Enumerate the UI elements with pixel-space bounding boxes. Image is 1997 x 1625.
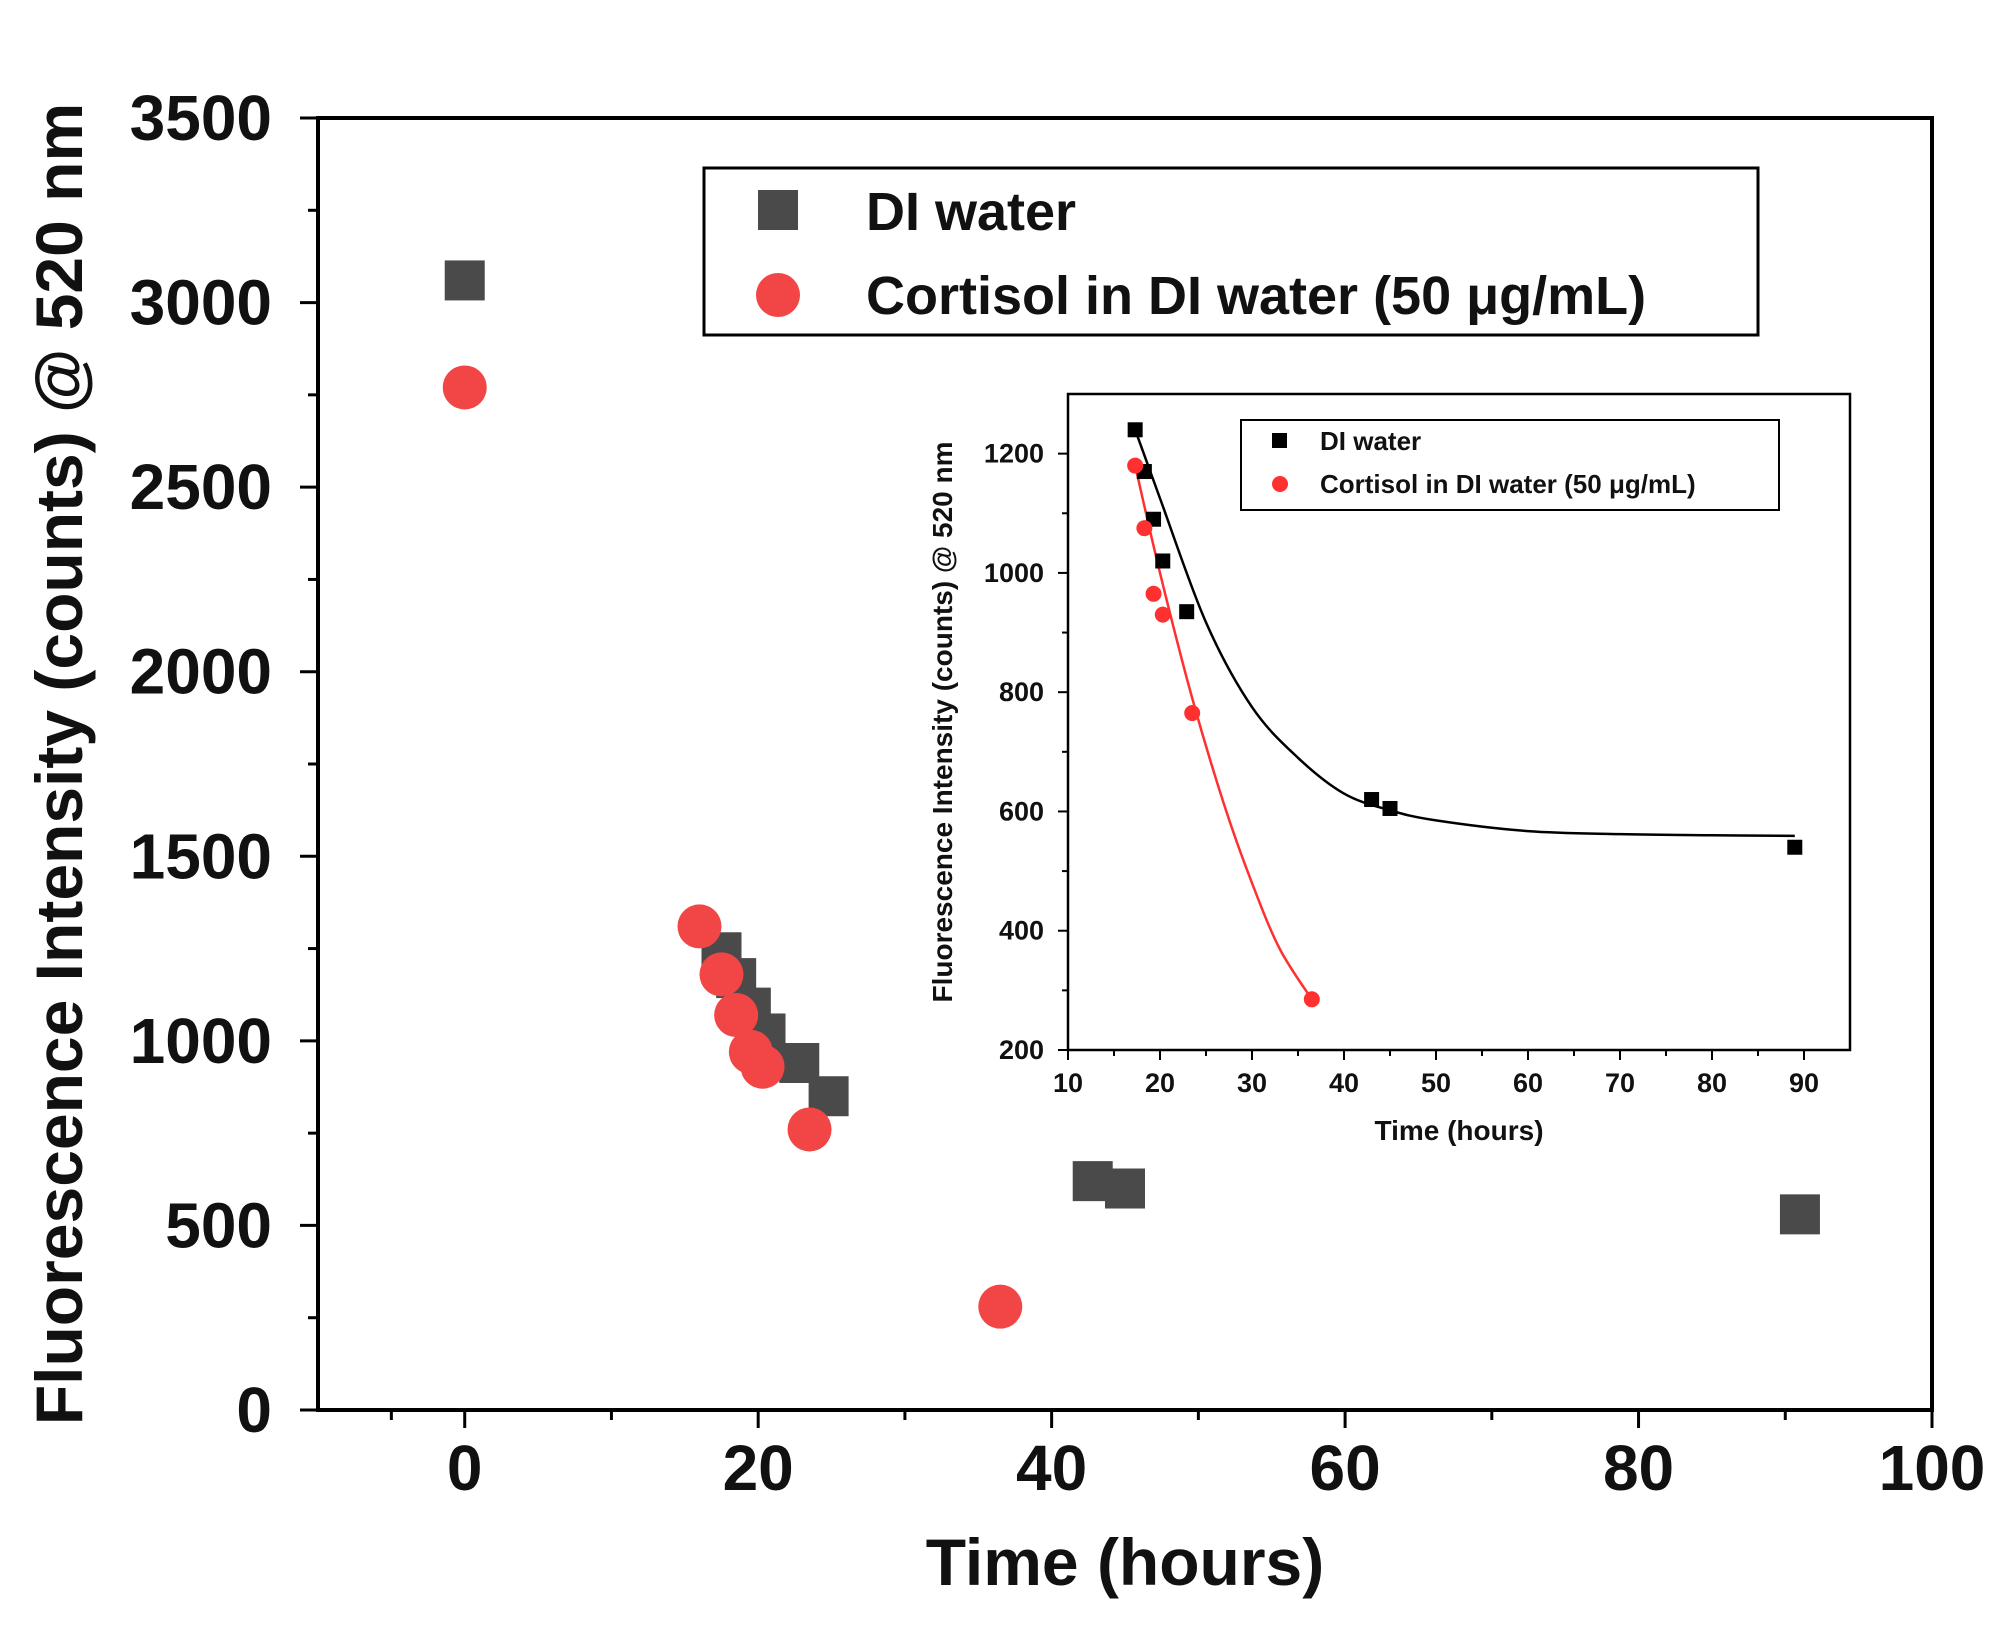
- inset-fit-curve-cortisol: [1133, 465, 1313, 1000]
- inset-x-tick-label: 40: [1329, 1068, 1359, 1098]
- inset-point-di-water: [1382, 800, 1398, 816]
- main-legend: DI water Cortisol in DI water (50 μg/mL): [702, 166, 1760, 337]
- inset-plot: 10 20 30 40 50 60 70 80 90 20040060080010001200 …: [927, 392, 1852, 1146]
- main-legend-marker-cortisol: [756, 273, 800, 317]
- main-x-tick-label: 20: [723, 1432, 794, 1504]
- main-point-cortisol: [677, 904, 722, 949]
- inset-y-tick-labels: 200 400 600 800 1000 1200: [984, 439, 1044, 1065]
- inset-point-di-water: [1127, 422, 1143, 438]
- inset-point-cortisol: [1136, 520, 1153, 537]
- inset-y-tick-label: 1200: [984, 439, 1044, 469]
- main-y-tick-label: 1500: [130, 820, 272, 892]
- main-y-tick-label: 2000: [130, 636, 272, 708]
- main-point-cortisol: [740, 1044, 785, 1089]
- inset-x-tick-label: 50: [1421, 1068, 1451, 1098]
- inset-legend-label-di-water: DI water: [1320, 426, 1421, 456]
- inset-legend-marker-di-water: [1272, 433, 1287, 448]
- inset-point-di-water: [1787, 839, 1803, 855]
- inset-point-cortisol: [1127, 457, 1144, 474]
- main-x-tick-label: 0: [447, 1432, 483, 1504]
- inset-x-tick-label: 90: [1789, 1068, 1819, 1098]
- main-point-di-water: [1779, 1194, 1820, 1235]
- inset-x-axis-label: Time (hours): [1374, 1115, 1543, 1146]
- main-point-cortisol: [714, 993, 759, 1038]
- main-point-di-water: [444, 260, 485, 301]
- main-x-axis-label: Time (hours): [926, 1525, 1324, 1599]
- main-legend-box: [702, 166, 1760, 337]
- inset-y-axis-label: Fluorescence Intensity (counts) @ 520 nm: [927, 442, 958, 1003]
- main-series-layer: [442, 260, 1820, 1329]
- main-plot: 0 20 40 60 80 100 0 500 1000 1500 2000 2500 3000 350…: [22, 82, 1985, 1599]
- inset-legend-marker-cortisol: [1272, 476, 1288, 492]
- inset-x-tick-label: 30: [1237, 1068, 1267, 1098]
- main-y-tick-labels: 0 500 1000 1500 2000 2500 3000 3500: [130, 82, 272, 1446]
- main-legend-label-cortisol: Cortisol in DI water (50 μg/mL): [866, 266, 1646, 326]
- inset-axis-ticks: [1058, 452, 1805, 1060]
- main-y-tick-label: 500: [165, 1189, 272, 1261]
- inset-series-layer: [1127, 422, 1803, 1008]
- inset-point-cortisol: [1154, 606, 1171, 623]
- main-point-cortisol: [699, 952, 744, 997]
- main-point-cortisol: [787, 1107, 832, 1152]
- inset-point-cortisol: [1184, 705, 1201, 722]
- main-legend-label-di-water: DI water: [866, 182, 1076, 242]
- inset-x-tick-label: 20: [1145, 1068, 1175, 1098]
- main-point-cortisol: [978, 1284, 1023, 1329]
- main-legend-marker-di-water: [758, 190, 798, 230]
- inset-point-di-water: [1364, 792, 1380, 808]
- inset-y-tick-label: 800: [999, 677, 1044, 707]
- main-y-axis-label: Fluorescence Intensity (counts) @ 520 nm: [22, 103, 96, 1425]
- inset-y-tick-label: 600: [999, 796, 1044, 826]
- inset-point-cortisol: [1145, 585, 1162, 602]
- inset-y-tick-label: 1000: [984, 558, 1044, 588]
- main-y-tick-label: 3500: [130, 82, 272, 154]
- main-x-tick-labels: 0 20 40 60 80 100: [447, 1432, 1985, 1504]
- main-x-tick-label: 60: [1309, 1432, 1380, 1504]
- main-y-tick-label: 3000: [130, 267, 272, 339]
- main-x-tick-label: 40: [1016, 1432, 1087, 1504]
- inset-x-tick-labels: 10 20 30 40 50 60 70 80 90: [1053, 1068, 1819, 1098]
- main-y-tick-label: 2500: [130, 451, 272, 523]
- inset-x-tick-label: 70: [1605, 1068, 1635, 1098]
- inset-point-cortisol: [1303, 991, 1320, 1008]
- main-axis-ticks: [300, 116, 1934, 1428]
- inset-x-tick-label: 10: [1053, 1068, 1083, 1098]
- inset-legend-label-cortisol: Cortisol in DI water (50 μg/mL): [1320, 469, 1696, 499]
- main-x-tick-label: 100: [1879, 1432, 1986, 1504]
- inset-legend: DI water Cortisol in DI water (50 μg/mL): [1240, 419, 1780, 511]
- inset-legend-box: [1240, 419, 1780, 511]
- main-x-tick-label: 80: [1603, 1432, 1674, 1504]
- main-y-tick-label: 0: [236, 1374, 272, 1446]
- inset-x-tick-label: 60: [1513, 1068, 1543, 1098]
- main-y-tick-label: 1000: [130, 1005, 272, 1077]
- main-point-di-water: [1105, 1168, 1145, 1209]
- inset-y-tick-label: 400: [999, 916, 1044, 946]
- inset-y-tick-label: 200: [999, 1035, 1044, 1065]
- inset-point-di-water: [1179, 604, 1195, 620]
- main-point-cortisol: [442, 365, 487, 410]
- inset-x-tick-label: 80: [1697, 1068, 1727, 1098]
- inset-point-di-water: [1155, 553, 1171, 569]
